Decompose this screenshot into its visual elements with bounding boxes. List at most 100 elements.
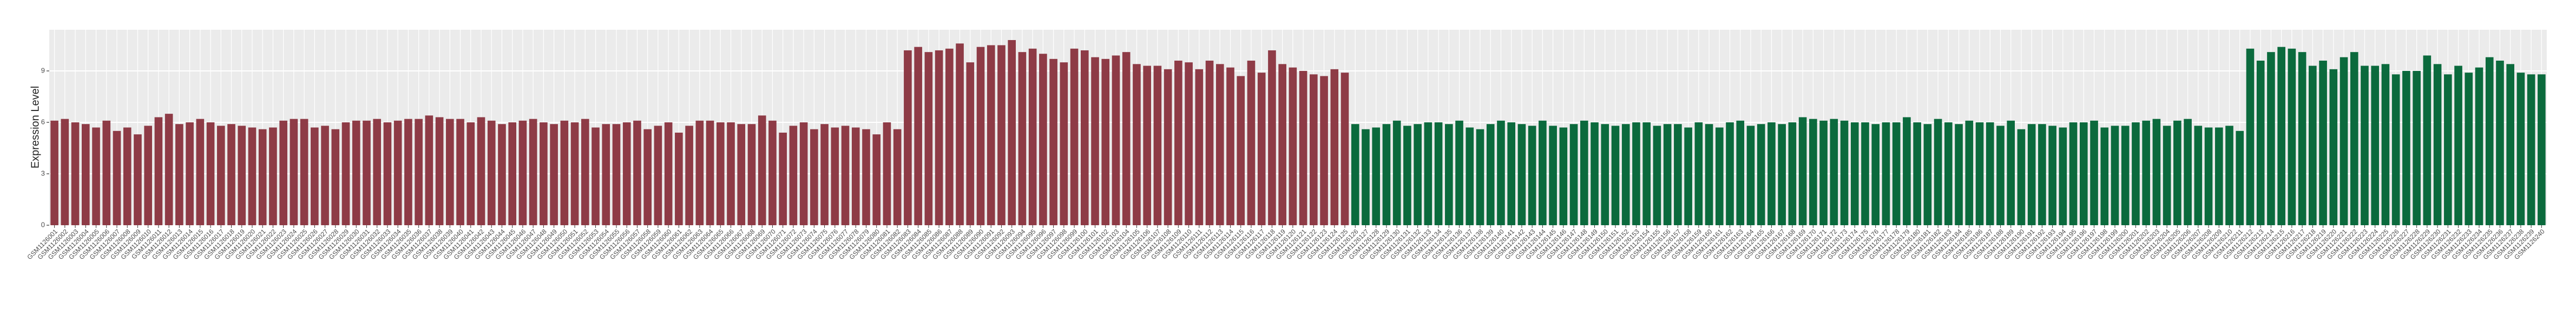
bar [1539,120,1547,225]
bar [1965,120,1974,225]
bar [1809,119,1817,225]
bar [570,122,579,225]
bar [92,127,100,225]
bar [727,122,735,225]
bar [851,127,860,225]
bar [2163,126,2171,225]
bar [2194,126,2203,225]
bar [300,119,308,225]
bar [1975,122,1984,225]
bar [2069,122,2078,225]
bar [1955,124,1963,225]
bar [2267,52,2275,226]
bar [50,120,58,225]
bar [1497,120,1505,225]
bar [2246,48,2255,225]
bar [1923,124,1932,225]
bar [279,120,287,225]
bar [71,122,80,225]
bar [1455,120,1463,225]
bar [1278,64,1286,225]
panel [49,30,2547,225]
bar [1008,40,1016,225]
bar [1164,69,1172,225]
bar [1569,124,1578,225]
bar [1726,122,1734,225]
bar [675,133,683,225]
bar [987,45,995,225]
bar [1778,124,1786,225]
bar [1039,54,1047,225]
bar [1257,73,1266,225]
bar [2038,124,2046,225]
bar [1549,126,1557,225]
bar [352,120,360,225]
bar [2121,126,2130,225]
bar [914,47,922,226]
bar [831,127,839,225]
bar [269,127,277,225]
bar [1403,126,1411,225]
bar [1122,52,1131,226]
bar [1247,61,1256,225]
bar [227,124,235,225]
bar [1434,122,1443,225]
bar [216,126,225,225]
y-tick-label: 0 [41,220,45,228]
bar [404,119,412,225]
bar [311,127,319,225]
bar [2298,52,2306,226]
bar [466,122,475,225]
bar [1091,57,1099,226]
bar [1830,119,1838,225]
bar [1320,76,1328,225]
bar [633,120,641,225]
bar [820,124,829,225]
bar [1289,67,1297,226]
bar [2350,52,2358,226]
bar [779,133,787,225]
bar [2527,74,2535,226]
bar [1414,124,1422,225]
bar [1133,64,1141,225]
bar [1215,64,1224,225]
bar [2214,127,2223,225]
bar [248,127,257,225]
bar [2173,120,2181,225]
bar [1684,127,1692,225]
bar [1392,120,1401,225]
bar [2538,74,2546,226]
bar [508,122,517,225]
bar [1466,127,1474,225]
bar [1663,124,1672,225]
bar [2329,69,2338,225]
bar [1185,62,1193,226]
bar [2371,66,2380,225]
bar [654,126,662,225]
bar [1840,120,1849,225]
bar [976,47,985,226]
bar [1653,126,1661,225]
bar [924,52,933,226]
bar [435,117,444,225]
bar [61,119,69,225]
bar [1996,126,2005,225]
bar [550,124,558,225]
bar [1798,117,1807,225]
bar [1934,119,1942,225]
bar [2100,127,2109,225]
bar [2048,126,2056,225]
bar [737,124,746,225]
bar [1580,120,1588,225]
bar [1913,122,1921,225]
bar [529,119,537,225]
bar [540,122,548,225]
bar [1850,122,1859,225]
bar [175,124,183,225]
bar [1382,124,1391,225]
bar [810,129,818,225]
bar [425,115,433,225]
bar [1174,61,1182,225]
bar [383,122,392,225]
